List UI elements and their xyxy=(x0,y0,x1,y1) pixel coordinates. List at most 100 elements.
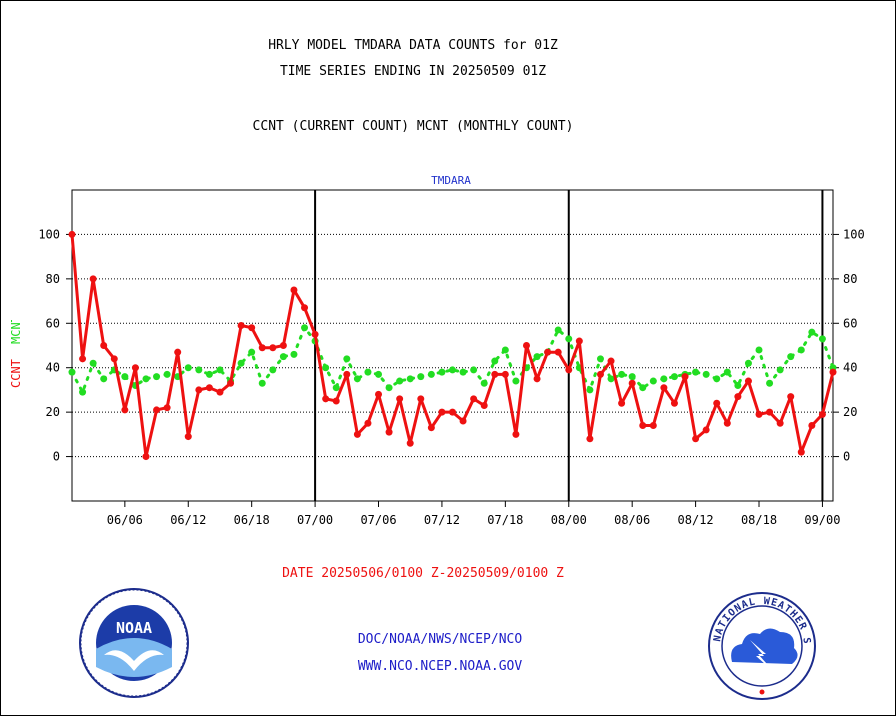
chart-title-line2: TIME SERIES ENDING IN 20250509 01Z xyxy=(279,64,547,79)
point-mcnt xyxy=(596,355,604,363)
point-ccnt xyxy=(766,408,774,416)
x-tick-label: 08/06 xyxy=(614,513,650,527)
point-ccnt xyxy=(68,230,76,238)
point-mcnt xyxy=(734,381,742,389)
point-ccnt xyxy=(797,448,805,456)
point-ccnt xyxy=(744,377,752,385)
point-mcnt xyxy=(142,375,150,383)
noaa-logo-text: NOAA xyxy=(116,619,152,637)
x-tick-label: 08/12 xyxy=(678,513,714,527)
point-mcnt xyxy=(427,370,435,378)
point-mcnt xyxy=(692,368,700,376)
y-ticks-left: 0 20 40 60 80 100 xyxy=(38,227,72,464)
point-ccnt xyxy=(501,370,509,378)
point-mcnt xyxy=(491,357,499,365)
website-link[interactable]: WWW.NCO.NCEP.NOAA.GOV xyxy=(357,659,523,674)
point-mcnt xyxy=(237,359,245,367)
panel-title: TMDARA xyxy=(431,174,471,187)
point-ccnt xyxy=(639,421,647,429)
point-ccnt xyxy=(438,408,446,416)
point-ccnt xyxy=(649,421,657,429)
point-mcnt xyxy=(470,366,478,374)
point-ccnt xyxy=(808,421,816,429)
point-ccnt xyxy=(787,393,795,401)
series-line-ccnt xyxy=(70,232,835,459)
point-ccnt xyxy=(533,375,541,383)
point-mcnt xyxy=(332,384,340,392)
point-mcnt xyxy=(406,375,414,383)
y-axis-label: CCNT MCNT xyxy=(9,320,23,388)
y-tick-label-left: 0 xyxy=(53,450,60,464)
point-ccnt xyxy=(470,395,478,403)
point-ccnt xyxy=(406,439,414,447)
point-ccnt xyxy=(79,355,87,363)
point-ccnt xyxy=(353,430,361,438)
y-tick-label-left: 100 xyxy=(38,227,60,241)
point-ccnt xyxy=(427,424,435,432)
x-tick-label: 07/06 xyxy=(360,513,396,527)
point-ccnt xyxy=(491,370,499,378)
point-ccnt xyxy=(301,304,309,312)
point-ccnt xyxy=(174,348,182,356)
point-ccnt xyxy=(385,428,393,436)
point-ccnt xyxy=(205,384,213,392)
y-tick-label-right: 20 xyxy=(843,405,857,419)
y-tick-label-right: 100 xyxy=(843,227,865,241)
x-tick-label: 09/00 xyxy=(804,513,840,527)
point-mcnt xyxy=(776,366,784,374)
point-ccnt xyxy=(195,386,203,394)
x-tick-label: 07/12 xyxy=(424,513,460,527)
series-mcnt xyxy=(68,324,837,396)
point-mcnt xyxy=(607,375,615,383)
point-ccnt xyxy=(618,399,626,407)
y-tick-label-left: 80 xyxy=(46,272,60,286)
point-mcnt xyxy=(628,373,636,381)
point-mcnt xyxy=(818,335,826,343)
point-mcnt xyxy=(385,384,393,392)
point-ccnt xyxy=(100,342,108,349)
point-mcnt xyxy=(279,353,287,361)
point-mcnt xyxy=(449,366,456,374)
point-mcnt xyxy=(163,370,171,378)
point-mcnt xyxy=(744,359,752,367)
point-ccnt xyxy=(776,419,784,427)
point-mcnt xyxy=(618,370,626,378)
point-ccnt xyxy=(89,275,97,283)
point-mcnt xyxy=(301,324,309,332)
day-dividers xyxy=(314,190,824,501)
point-mcnt xyxy=(702,370,710,378)
point-mcnt xyxy=(480,379,488,387)
point-ccnt xyxy=(417,395,425,403)
point-ccnt xyxy=(755,410,763,418)
point-ccnt xyxy=(396,395,404,403)
point-mcnt xyxy=(121,373,129,381)
point-mcnt xyxy=(353,375,361,383)
point-mcnt xyxy=(364,368,372,376)
point-mcnt xyxy=(459,368,467,376)
y-tick-label-right: 80 xyxy=(843,272,857,286)
point-mcnt xyxy=(184,364,192,372)
point-mcnt xyxy=(787,353,795,361)
point-mcnt xyxy=(533,353,541,361)
point-ccnt xyxy=(184,433,192,441)
point-ccnt xyxy=(237,322,245,330)
y-tick-label-right: 60 xyxy=(843,316,857,330)
point-ccnt xyxy=(818,410,826,418)
x-tick-label: 06/06 xyxy=(107,513,143,527)
point-mcnt xyxy=(269,366,277,374)
point-ccnt xyxy=(681,373,689,381)
point-mcnt xyxy=(755,346,763,354)
point-ccnt xyxy=(713,399,721,407)
point-ccnt xyxy=(702,426,710,434)
point-mcnt xyxy=(417,373,425,381)
point-mcnt xyxy=(438,368,446,376)
point-ccnt xyxy=(110,355,118,363)
point-ccnt xyxy=(279,342,287,349)
org-path-link[interactable]: DOC/NOAA/NWS/NCEP/NCO xyxy=(357,632,523,647)
point-ccnt xyxy=(586,435,594,443)
point-mcnt xyxy=(343,355,351,363)
point-ccnt xyxy=(290,286,298,294)
point-mcnt xyxy=(554,326,562,334)
x-tick-label: 07/18 xyxy=(487,513,523,527)
point-mcnt xyxy=(660,375,668,383)
